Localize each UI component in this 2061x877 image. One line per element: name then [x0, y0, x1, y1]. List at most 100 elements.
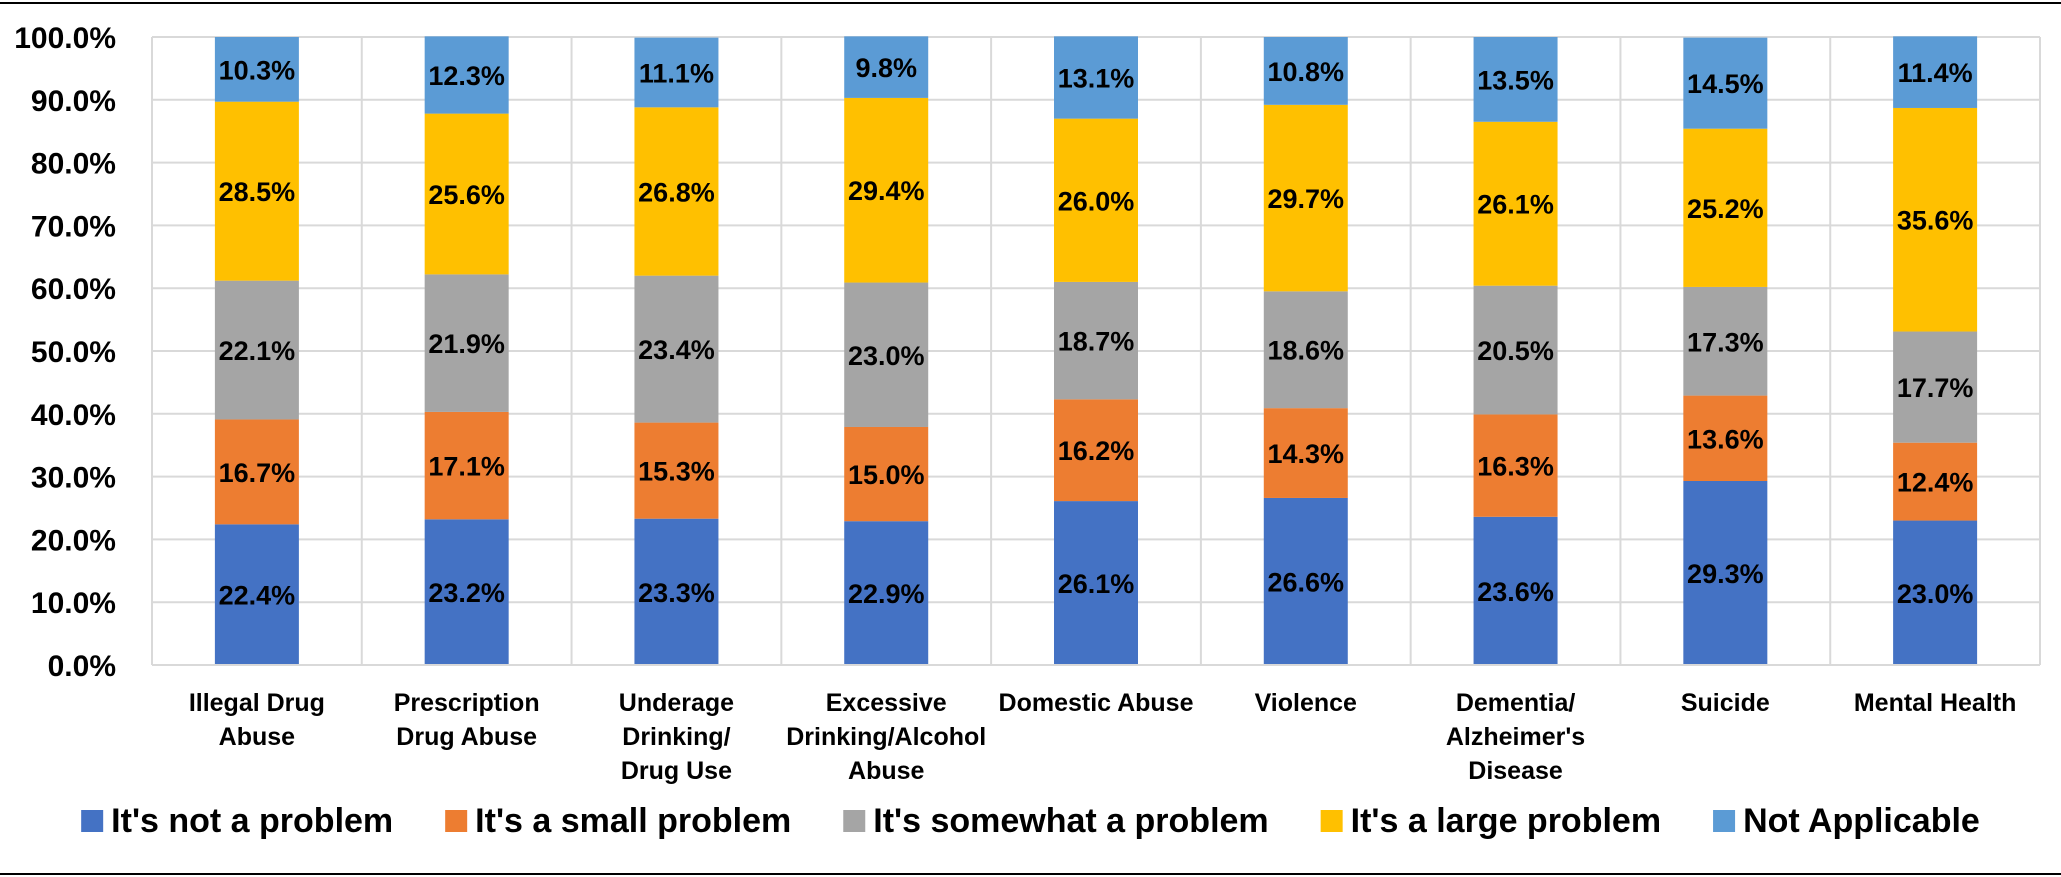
bar-segment: [1683, 286, 1768, 396]
data-label: 9.8%: [855, 53, 917, 83]
bar-segment: [1473, 37, 1558, 122]
y-tick-label: 100.0%: [14, 22, 116, 55]
bar-segment: [1893, 36, 1978, 108]
data-label: 17.7%: [1897, 373, 1974, 403]
bar-segment: [1683, 128, 1768, 287]
data-label: 10.3%: [219, 55, 296, 85]
bar-segment: [1263, 291, 1348, 409]
data-label: 26.8%: [638, 177, 715, 207]
data-label: 29.7%: [1267, 184, 1344, 214]
legend-item: It's not a problem: [81, 802, 393, 840]
bar-segment: [1683, 37, 1768, 129]
legend-item: It's somewhat a problem: [843, 802, 1269, 840]
data-label: 26.0%: [1058, 186, 1135, 216]
data-label: 22.1%: [219, 336, 296, 366]
data-label: 18.6%: [1267, 336, 1344, 366]
bar-stack: 23.0% 12.4% 17.7% 35.6% 11.4%: [1893, 36, 1978, 665]
bar-segment: [1054, 36, 1138, 119]
x-tick-label: Excessive Drinking/Alcohol Abuse: [786, 689, 986, 785]
legend-swatch: [1713, 810, 1736, 832]
data-label: 23.2%: [428, 578, 505, 608]
bar-segment: [1473, 516, 1558, 665]
legend-item: It's a large problem: [1320, 802, 1661, 840]
bar-segment: [214, 37, 299, 102]
y-axis: 0.0% 10.0% 20.0% 30.0% 40.0% 50.0% 60.0% 70.0% 8…: [14, 22, 116, 683]
data-label: 15.0%: [848, 460, 925, 490]
y-tick-label: 70.0%: [31, 210, 116, 243]
data-label: 16.3%: [1477, 452, 1554, 482]
data-label: 29.3%: [1687, 559, 1764, 589]
bar-segment: [214, 419, 299, 525]
bar-segment: [424, 519, 509, 665]
legend-item: It's a small problem: [445, 802, 791, 840]
legend-label: It's a large problem: [1351, 802, 1661, 840]
bar-segment: [634, 422, 719, 519]
y-tick-label: 50.0%: [31, 336, 116, 369]
x-tick-label: Prescription Drug Abuse: [394, 689, 540, 751]
bar-segment: [844, 97, 929, 283]
bar-segment: [1054, 399, 1138, 502]
bar-segment: [844, 426, 929, 522]
data-label: 21.9%: [428, 329, 505, 359]
y-tick-label: 0.0%: [48, 650, 116, 683]
legend-item: Not Applicable: [1713, 802, 1980, 840]
data-label: 10.8%: [1267, 57, 1344, 87]
data-label: 17.1%: [428, 452, 505, 482]
data-label: 25.6%: [428, 180, 505, 210]
data-label: 23.0%: [848, 341, 925, 371]
data-label: 20.5%: [1477, 336, 1554, 366]
data-label: 23.3%: [638, 578, 715, 608]
data-label: 12.4%: [1897, 468, 1974, 498]
legend-label: It's a small problem: [475, 802, 791, 840]
bar-stack: 26.6% 14.3% 18.6% 29.7% 10.8%: [1263, 37, 1348, 665]
bar-segment: [1893, 442, 1978, 521]
data-label: 13.1%: [1058, 64, 1135, 94]
data-label: 29.4%: [848, 176, 925, 206]
data-label: 11.1%: [639, 58, 714, 88]
data-label: 22.4%: [219, 581, 296, 611]
bar-segment: [424, 274, 509, 412]
bar-segment: [844, 282, 929, 427]
data-label: 28.5%: [219, 177, 296, 207]
bar-segment: [424, 113, 509, 275]
data-label: 22.9%: [848, 579, 925, 609]
bar-segment: [634, 275, 719, 423]
legend-swatch: [445, 810, 468, 832]
bar-segment: [424, 36, 509, 114]
data-label: 13.6%: [1687, 424, 1764, 454]
data-label: 12.3%: [428, 61, 505, 91]
data-label: 14.3%: [1267, 439, 1344, 469]
bar-segment: [1683, 480, 1768, 665]
bar-segment: [1683, 395, 1768, 481]
bar-stack: 23.6% 16.3% 20.5% 26.1% 13.5%: [1473, 37, 1558, 665]
bar-stack: 23.2% 17.1% 21.9% 25.6% 12.3%: [424, 36, 509, 665]
y-tick-label: 30.0%: [31, 462, 116, 495]
data-label: 15.3%: [638, 457, 715, 487]
legend: It's not a problem It's a small problem It…: [81, 802, 1980, 840]
data-label: 17.3%: [1687, 327, 1764, 357]
x-tick-label: Mental Health: [1854, 689, 2017, 717]
legend-label: It's somewhat a problem: [873, 802, 1268, 840]
bar-segment: [1054, 118, 1138, 282]
y-tick-label: 60.0%: [31, 273, 116, 306]
bar-segment: [634, 518, 719, 665]
legend-swatch: [1320, 810, 1343, 832]
bar-segment: [1263, 408, 1348, 498]
bar-segment: [1473, 285, 1558, 415]
data-label: 16.7%: [219, 458, 296, 488]
bar-segment: [1054, 501, 1138, 665]
bar-segment: [844, 521, 929, 665]
y-tick-label: 10.0%: [31, 587, 116, 620]
data-label: 13.5%: [1477, 65, 1554, 95]
x-axis: Illegal Drug Abuse Prescription Drug Abuse U…: [152, 664, 2040, 785]
data-label: 25.2%: [1687, 194, 1764, 224]
bar-segment: [1473, 414, 1558, 517]
bar-segment: [634, 107, 719, 276]
data-label: 16.2%: [1058, 436, 1135, 466]
bar-stack: 26.1% 16.2% 18.7% 26.0% 13.1%: [1054, 36, 1138, 665]
y-tick-label: 40.0%: [31, 399, 116, 432]
bar-segment: [1893, 520, 1978, 665]
legend-swatch: [81, 810, 104, 832]
